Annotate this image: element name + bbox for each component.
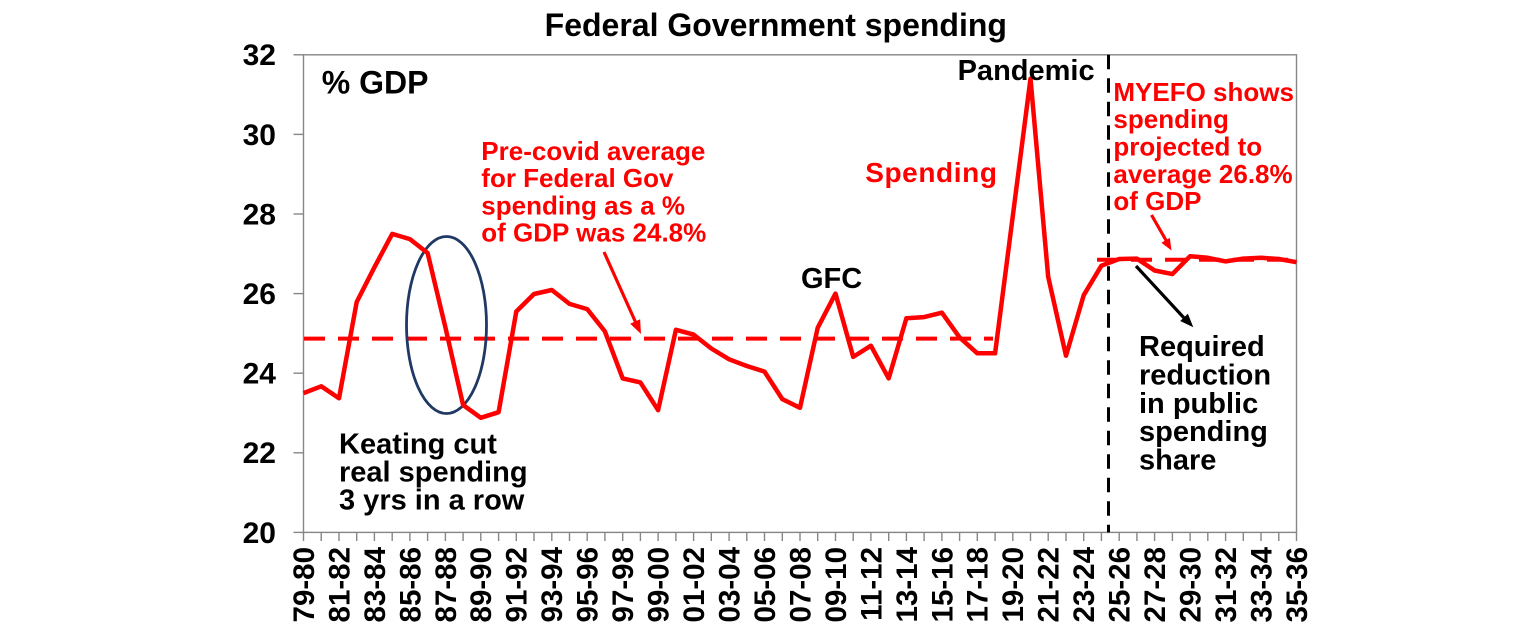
svg-text:03-04: 03-04	[714, 546, 747, 622]
svg-text:87-88: 87-88	[430, 547, 463, 622]
svg-text:Spending: Spending	[865, 157, 997, 188]
svg-text:Federal Government spending: Federal Government spending	[545, 7, 1007, 43]
svg-text:GFC: GFC	[801, 263, 862, 295]
svg-text:% GDP: % GDP	[322, 64, 429, 100]
svg-text:23-24: 23-24	[1068, 546, 1101, 622]
svg-text:19-20: 19-20	[997, 547, 1030, 622]
svg-text:Pandemic: Pandemic	[958, 55, 1095, 87]
svg-text:13-14: 13-14	[891, 546, 924, 622]
svg-text:95-96: 95-96	[572, 547, 605, 622]
svg-text:29-30: 29-30	[1175, 547, 1208, 622]
svg-text:01-02: 01-02	[678, 547, 711, 622]
svg-text:85-86: 85-86	[394, 547, 427, 622]
svg-text:30: 30	[243, 119, 276, 152]
svg-text:25-26: 25-26	[1104, 547, 1137, 622]
svg-text:89-90: 89-90	[465, 547, 498, 622]
svg-text:93-94: 93-94	[536, 546, 569, 622]
svg-text:99-00: 99-00	[643, 547, 676, 622]
svg-text:27-28: 27-28	[1139, 547, 1172, 622]
svg-text:28: 28	[243, 198, 276, 231]
svg-text:26: 26	[243, 278, 276, 311]
svg-text:31-32: 31-32	[1210, 547, 1243, 622]
svg-text:05-06: 05-06	[749, 547, 782, 622]
svg-text:83-84: 83-84	[359, 546, 392, 622]
svg-text:79-80: 79-80	[288, 547, 321, 622]
svg-text:22: 22	[243, 437, 276, 470]
svg-text:35-36: 35-36	[1281, 547, 1314, 622]
svg-text:20: 20	[243, 517, 276, 550]
svg-text:32: 32	[243, 39, 276, 72]
svg-text:91-92: 91-92	[501, 547, 534, 622]
svg-text:24: 24	[243, 358, 277, 391]
svg-text:15-16: 15-16	[926, 547, 959, 622]
svg-text:33-34: 33-34	[1245, 546, 1278, 622]
svg-text:21-22: 21-22	[1033, 547, 1066, 622]
svg-text:09-10: 09-10	[820, 547, 853, 622]
svg-text:17-18: 17-18	[962, 547, 995, 622]
svg-text:11-12: 11-12	[855, 547, 888, 621]
svg-text:07-08: 07-08	[784, 547, 817, 622]
svg-text:81-82: 81-82	[323, 547, 356, 622]
svg-text:97-98: 97-98	[607, 547, 640, 622]
